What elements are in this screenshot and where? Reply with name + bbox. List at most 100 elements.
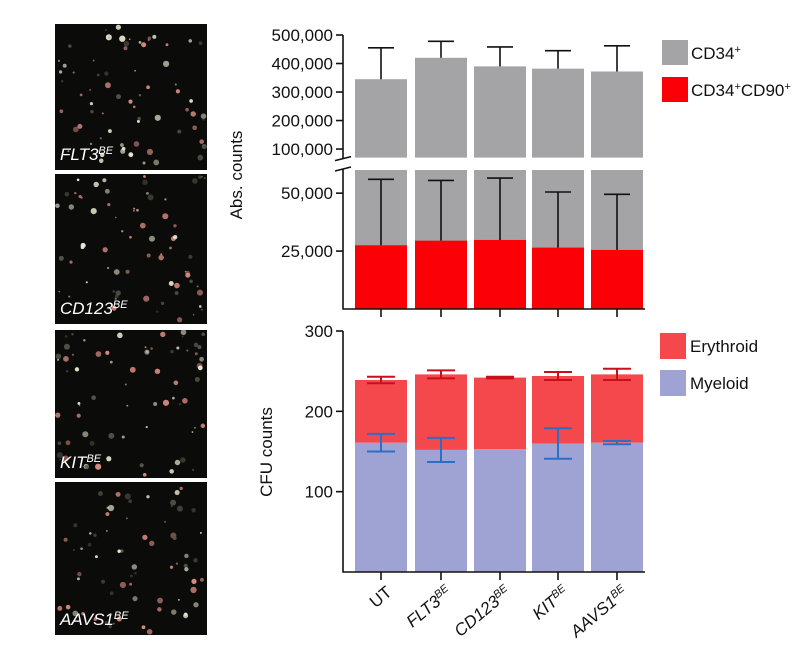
cell	[115, 491, 121, 497]
cell	[71, 333, 74, 336]
cell	[174, 83, 177, 86]
cell	[112, 290, 115, 293]
superscript: +	[734, 44, 740, 56]
cell	[152, 34, 157, 39]
cell	[58, 255, 64, 261]
y-tick-label: 400,000	[272, 55, 333, 74]
cell	[72, 71, 75, 74]
cell	[145, 426, 148, 429]
cell	[119, 35, 126, 42]
legend-label: CD34+CD90+	[691, 81, 791, 100]
cell	[175, 562, 179, 565]
cell	[91, 395, 96, 401]
cell	[192, 468, 195, 471]
cell	[191, 431, 194, 433]
cell	[138, 93, 142, 97]
cell	[160, 301, 165, 305]
cell	[174, 459, 181, 466]
cell	[99, 137, 102, 140]
error-bar	[368, 47, 394, 80]
axis-break	[334, 155, 352, 172]
cell	[74, 367, 80, 372]
cell	[60, 79, 64, 83]
cell	[203, 177, 206, 179]
cell	[150, 347, 153, 350]
cell	[92, 59, 95, 62]
bar	[532, 443, 584, 572]
cell	[65, 604, 71, 610]
cell	[171, 609, 177, 615]
cell	[65, 440, 71, 446]
cell	[57, 59, 61, 62]
legend-label: Erythroid	[690, 337, 758, 356]
cell	[76, 577, 80, 581]
cell	[133, 210, 135, 212]
superscript: BE	[114, 610, 129, 622]
cell	[73, 523, 78, 528]
bar	[591, 374, 643, 443]
cell	[170, 499, 177, 506]
cell	[133, 207, 136, 210]
cell	[121, 435, 125, 439]
cell	[105, 512, 110, 517]
cell	[69, 260, 73, 264]
cell	[124, 493, 131, 500]
cell	[80, 547, 83, 551]
cell	[105, 529, 108, 532]
bar	[355, 442, 407, 572]
cell	[129, 366, 136, 373]
x-tick-label: CD123BE	[451, 582, 516, 640]
cell	[146, 85, 150, 90]
text-part: CD34	[691, 44, 734, 63]
bar	[474, 377, 526, 450]
legend-swatch	[660, 370, 686, 396]
superscript: +	[784, 81, 790, 93]
cell	[188, 254, 193, 259]
cell	[157, 607, 162, 612]
cell	[129, 235, 132, 239]
cell	[134, 69, 136, 72]
bar	[591, 249, 643, 309]
error-bar	[487, 46, 513, 67]
cell	[155, 310, 159, 313]
text-part: UT	[366, 583, 396, 612]
cell	[113, 269, 120, 275]
cell	[82, 431, 89, 438]
cell	[146, 628, 153, 635]
cell	[198, 175, 202, 179]
cell	[177, 317, 183, 323]
cell	[193, 342, 199, 348]
cell	[85, 281, 88, 284]
cell	[182, 398, 188, 404]
cell	[137, 116, 141, 121]
cell	[178, 402, 181, 406]
cell	[139, 222, 146, 229]
cell	[120, 549, 124, 553]
bar	[415, 57, 467, 158]
cell	[58, 70, 63, 74]
error-bar	[545, 49, 571, 69]
cell	[141, 42, 147, 48]
superscript: +	[734, 81, 740, 93]
y-tick-label: 50,000	[281, 184, 333, 203]
cell	[124, 383, 127, 386]
cell	[71, 353, 75, 356]
cell	[90, 208, 97, 215]
axis	[342, 35, 645, 310]
bar	[532, 247, 584, 309]
error-bar	[604, 45, 630, 72]
cell	[169, 469, 174, 474]
legend-swatch	[662, 77, 688, 102]
bar	[415, 240, 467, 309]
cell	[59, 109, 64, 114]
superscript: BE	[86, 453, 101, 465]
cell	[130, 574, 133, 578]
cell	[193, 602, 199, 608]
cell	[169, 565, 174, 569]
cell	[108, 624, 112, 629]
cell	[194, 352, 198, 356]
bar	[532, 68, 584, 158]
error-bar	[603, 440, 631, 446]
text-part: CD34	[691, 81, 734, 100]
